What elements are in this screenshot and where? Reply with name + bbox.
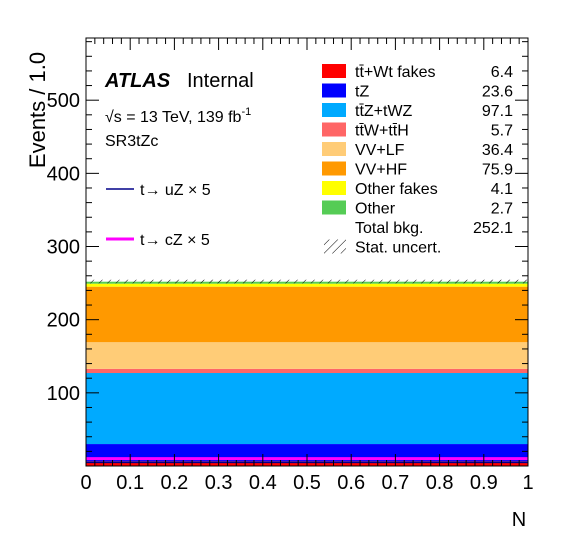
legend-label-tt-z-twz: tt̄Z+tWZ [355, 103, 413, 120]
y-tick-label: 200 [47, 310, 80, 332]
x-tick-label: 0.8 [426, 472, 454, 494]
energy-exponent: -1 [241, 106, 251, 118]
legend-swatch-tt-z-twz [322, 103, 346, 117]
legend-label-tt-w-tt-h: tt̄W+tt̄H [355, 123, 409, 140]
x-axis-label: N [512, 509, 526, 531]
legend-label-stat-uncert: Stat. uncert. [355, 240, 441, 257]
x-tick-label: 0.5 [293, 472, 321, 494]
legend-label-vv-hf: VV+HF [355, 162, 407, 179]
legend-value-other: 2.7 [491, 201, 513, 218]
legend-value-tt-z-twz: 97.1 [482, 103, 513, 120]
bar-tt-z-twz [86, 373, 528, 445]
bar-other-fakes [86, 283, 528, 287]
legend-value-vv-hf: 75.9 [482, 162, 513, 179]
energy-label: √s = 13 TeV, 139 fb-1 [105, 106, 251, 126]
stat-uncertainty-band [86, 279, 528, 284]
legend-label-vv-lf: VV+LF [355, 142, 405, 159]
bar-vv-lf [86, 342, 528, 369]
bar-tt-w-tt-h [86, 368, 528, 374]
y-tick-label: 400 [47, 163, 80, 185]
y-tick-label: 100 [47, 383, 80, 405]
legend-swatch-other-fakes [322, 181, 346, 195]
legend-value-tt-w-tt-h: 5.7 [491, 123, 513, 140]
legend-value-total: 252.1 [473, 220, 513, 237]
bar-vv-hf [86, 286, 528, 343]
legend-swatch-vv-hf [322, 161, 346, 176]
legend-swatch-tt-w-tt-h [322, 122, 346, 137]
bar-tz [86, 444, 528, 462]
x-tick-label: 1 [522, 472, 533, 494]
legend-value-tt-wt-fakes: 6.4 [491, 64, 513, 81]
energy-text: √s = 13 TeV, 139 fb [105, 109, 242, 126]
legend-swatch-stat-uncert [324, 239, 346, 254]
legend-label-other: Other [355, 201, 396, 218]
y-tick-label: 300 [47, 237, 80, 259]
x-tick-label: 0.2 [160, 472, 188, 494]
legend-swatch-other [322, 200, 346, 215]
stack-bars [86, 279, 528, 466]
legend-swatch-tz [322, 83, 346, 98]
legend-signal-label-uz: t→ uZ × 5 [140, 182, 211, 199]
axes: 0 0.1 0.2 0.3 0.4 0.5 0.6 0.7 0.8 0.9 1 100 200 300 40… [47, 37, 534, 494]
x-tick-label: 0.9 [470, 472, 498, 494]
x-tick-label: 0.6 [337, 472, 365, 494]
y-tick-label: 500 [47, 90, 80, 112]
x-tick-label: 0.7 [381, 472, 409, 494]
annotations: ATLAS Internal √s = 13 TeV, 139 fb-1 SR3… [25, 52, 526, 531]
x-tick-label: 0.3 [205, 472, 233, 494]
legend-label-other-fakes: Other fakes [355, 181, 438, 198]
y-axis-label: Events / 1.0 [25, 52, 50, 168]
legend: tt̄+Wt fakes 6.4 tZ 23.6 tt̄Z+tWZ 97.1 tt̄W+tt… [106, 64, 513, 257]
experiment-label: ATLAS [104, 70, 171, 92]
x-tick-label: 0.1 [116, 472, 144, 494]
legend-value-vv-lf: 36.4 [482, 142, 513, 159]
x-tick-label: 0 [80, 472, 91, 494]
legend-label-tt-wt-fakes: tt̄+Wt fakes [355, 64, 435, 81]
legend-label-total: Total bkg. [355, 220, 423, 237]
legend-swatch-vv-lf [322, 142, 346, 156]
legend-label-tz: tZ [355, 84, 369, 101]
experiment-suffix: Internal [187, 70, 254, 92]
legend-swatch-tt-wt-fakes [322, 64, 346, 78]
region-label: SR3tZc [105, 133, 158, 150]
x-tick-label: 0.4 [249, 472, 277, 494]
legend-value-tz: 23.6 [482, 84, 513, 101]
legend-signal-label-cz: t→ cZ × 5 [140, 232, 210, 249]
legend-value-other-fakes: 4.1 [491, 181, 513, 198]
